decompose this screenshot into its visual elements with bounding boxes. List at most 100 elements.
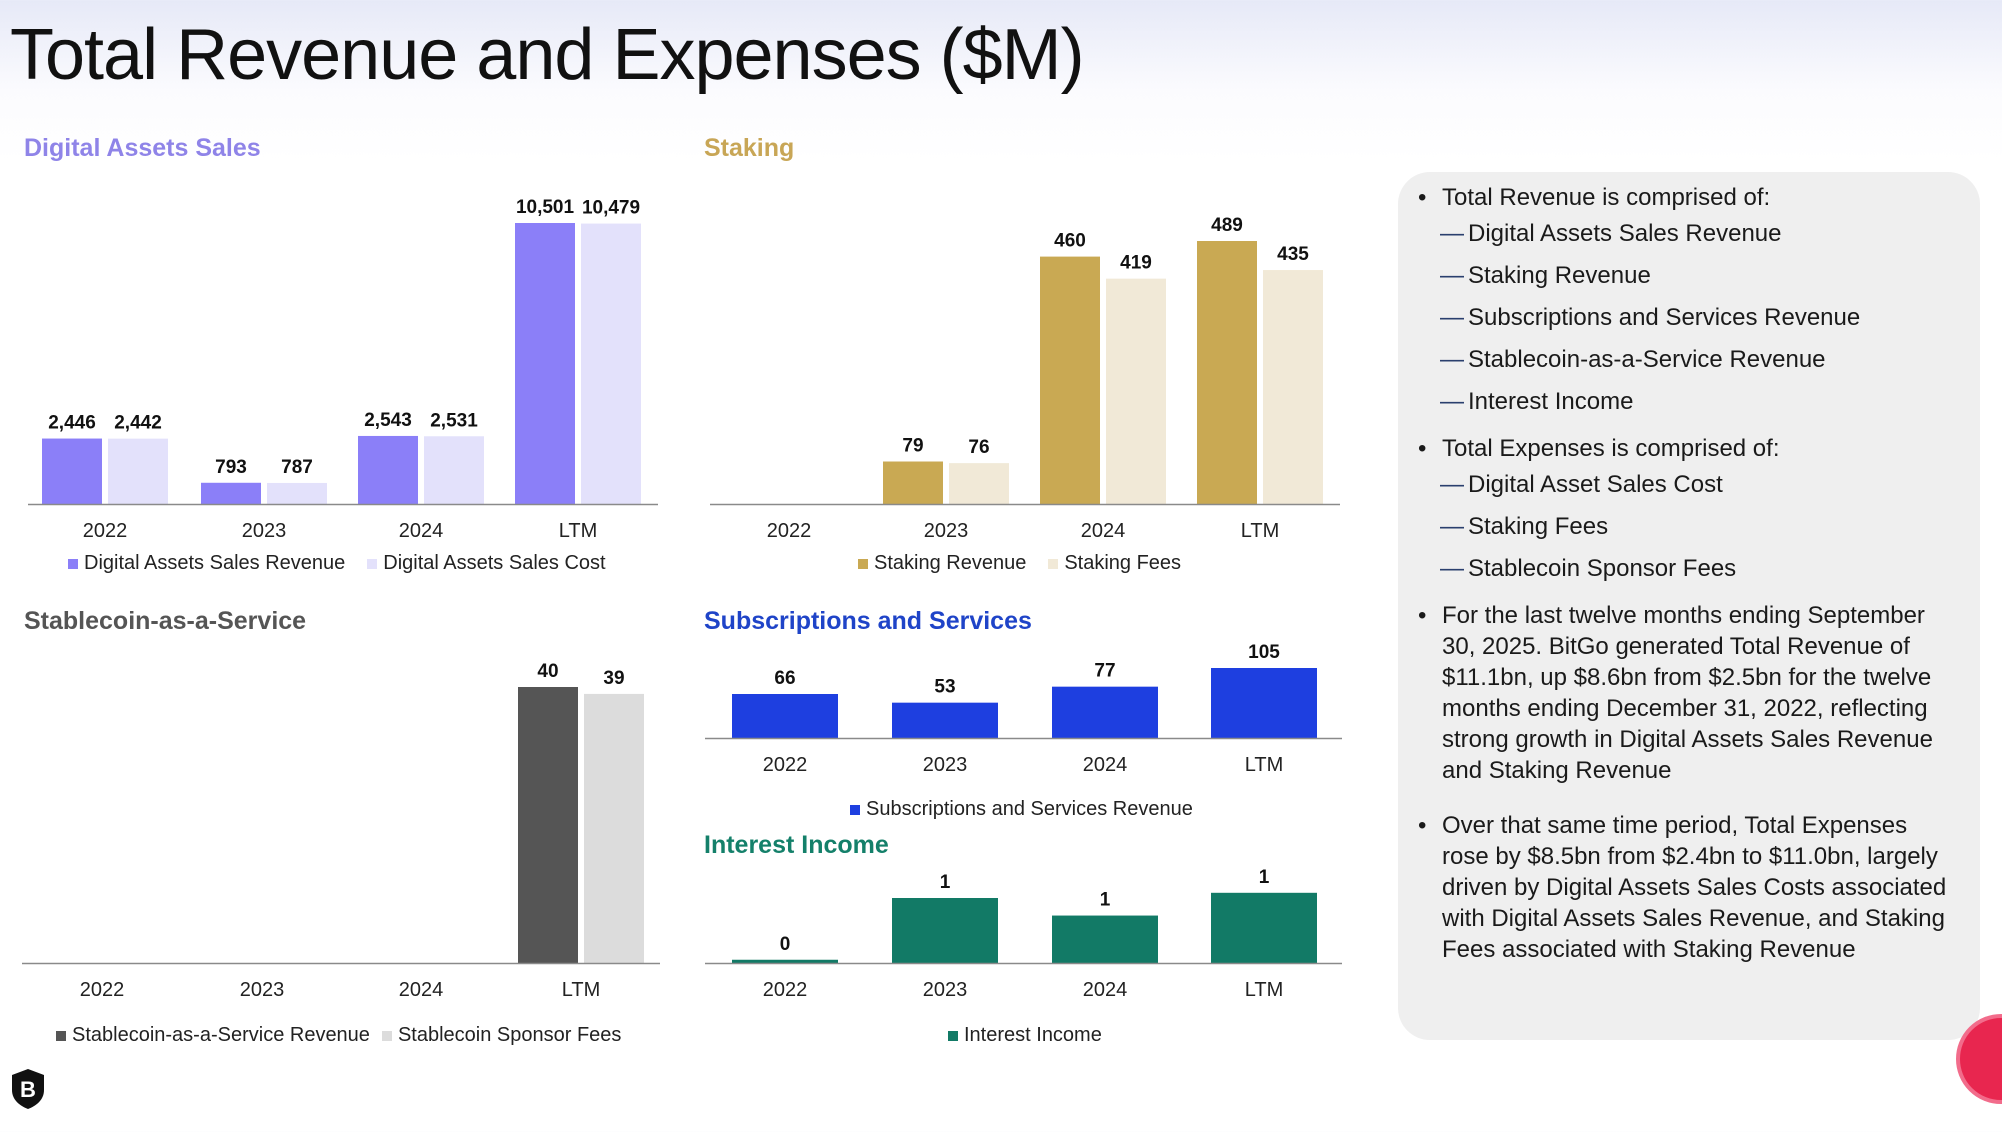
data-label: 1 [1100,890,1111,911]
list-item: — Stablecoin-as-a-Service Revenue [1438,339,1958,381]
data-label: 435 [1277,244,1309,265]
bar-interest-income [1052,915,1158,963]
item-label: Staking Fees [1468,513,1609,540]
category-label: LTM [1245,979,1284,1001]
category-label: 2023 [242,520,287,542]
data-label: 2,543 [364,410,412,431]
legend-label: Staking Revenue [874,552,1027,574]
bitgo-logo-icon: B [12,1069,44,1109]
legend-label: Stablecoin Sponsor Fees [397,1024,622,1046]
legend-swatch [56,1030,66,1041]
legend-item: Stablecoin Sponsor Fees [381,1024,622,1047]
item-label: Stablecoin Sponsor Fees [1468,555,1737,582]
legend-label: Subscriptions and Services Revenue [866,798,1193,820]
interest-chart: 0 2022 1 2023 1 2024 1 LTM [705,867,1342,1001]
bar-interest-income [1211,892,1317,963]
data-label: 39 [603,668,624,689]
bar-digital-assets-sales-cost [108,438,168,504]
data-label: 53 [934,677,955,698]
legend-label: Staking Fees [1064,552,1182,574]
bar-staking-fees [1106,278,1166,504]
legend-label: Digital Assets Sales Cost [383,552,606,574]
legend-item: Staking Revenue [858,552,1026,575]
category-label: 2022 [83,520,128,542]
category-label: LTM [562,979,601,1001]
data-label: 76 [968,437,989,458]
list-item: — Subscriptions and Services Revenue [1438,297,1958,339]
legend-item: Digital Assets Sales Cost [367,552,606,575]
data-label: 77 [1094,661,1115,682]
data-label: 2,442 [114,413,162,434]
data-label: 460 [1054,231,1086,252]
legend-label: Stablecoin-as-a-Service Revenue [72,1024,370,1046]
category-label: 2023 [924,520,969,542]
category-label: LTM [1241,520,1280,542]
bar-digital-assets-sales-cost [267,482,327,504]
stablecoin-title: Stablecoin-as-a-Service [24,607,307,635]
subscriptions-legend: Subscriptions and Services Revenue [850,798,1193,821]
bar-digital-assets-sales-revenue [358,435,418,504]
data-label: 10,501 [516,197,575,218]
bar-interest-income [892,898,998,963]
staking-legend: Staking Revenue Staking Fees [858,552,1181,575]
dash: — [1440,220,1464,247]
bar-digital-assets-sales-cost [581,223,641,504]
data-label: 79 [902,436,923,457]
category-label: 2023 [923,979,968,1001]
legend-label: Interest Income [964,1024,1102,1046]
dash: — [1440,513,1464,540]
data-label: 40 [537,661,558,682]
digital-assets-chart: 2,446 2,442 2022 793 787 2023 2,543 2,531 2024 10… [28,197,658,542]
list-item: — Stablecoin Sponsor Fees [1438,548,1958,590]
category-label: 2024 [1081,520,1126,542]
bar-digital-assets-sales-revenue [201,482,261,504]
data-label: 66 [774,668,795,689]
legend-item: Digital Assets Sales Revenue [68,552,345,575]
data-label: 2,446 [48,413,96,434]
data-label: 1 [1259,867,1270,888]
category-label: LTM [559,520,598,542]
bar-digital-assets-sales-revenue [515,223,575,504]
bar-staking-fees [949,463,1009,504]
legend-swatch [858,558,868,569]
summary-panel: Total Revenue is comprised of: —Digital … [1398,172,1980,1040]
subscriptions-chart: 66 2022 53 2023 77 2024 105 LTM [705,642,1342,776]
bar-staking-revenue [1040,256,1100,504]
bar-digital-assets-sales-revenue [42,438,102,504]
bar-interest-income [732,959,838,963]
list-item: — Interest Income [1438,381,1958,423]
legend-swatch [948,1030,958,1041]
legend-swatch [68,558,78,569]
list-item: — Digital Assets Sales Revenue [1438,213,1958,255]
dash: — [1440,346,1464,373]
svg-text:B: B [20,1077,36,1102]
category-label: 2022 [80,979,125,1001]
revenue-bullet: Total Revenue is comprised of: —Digital … [1418,182,1958,423]
bar-staking-fees [1263,270,1323,504]
data-label: 2,531 [430,410,478,431]
category-label: 2022 [763,754,808,776]
data-label: 1 [940,872,951,893]
dash: — [1440,262,1464,289]
legend-item: Interest Income [948,1024,1102,1047]
page-title: Total Revenue and Expenses ($M) [10,15,1085,95]
item-label: Digital Assets Sales Revenue [1468,220,1782,247]
digital-assets-title: Digital Assets Sales [24,134,261,162]
data-label: 419 [1120,253,1152,274]
item-label: Digital Asset Sales Cost [1468,471,1723,498]
interest-title: Interest Income [704,831,889,859]
legend-item: Staking Fees [1048,552,1181,575]
expense-paragraph: Over that same time period, Total Expens… [1418,810,1958,965]
bar-stablecoin-as-a-service-revenue [518,687,578,963]
bar-subscriptions-and-services-revenue [1052,686,1158,738]
legend-swatch [367,558,378,569]
item-label: Staking Revenue [1468,262,1651,289]
staking-chart: 2022 79 76 2023 460 419 2024 489 435 LTM [710,215,1340,542]
stablecoin-legend: Stablecoin-as-a-Service Revenue Stableco… [56,1024,621,1047]
legend-swatch [1048,558,1059,569]
dash: — [1440,304,1464,331]
data-label: 489 [1211,215,1243,236]
subscriptions-title: Subscriptions and Services [704,607,1032,635]
dash: — [1440,555,1464,582]
data-label: 787 [281,457,313,478]
